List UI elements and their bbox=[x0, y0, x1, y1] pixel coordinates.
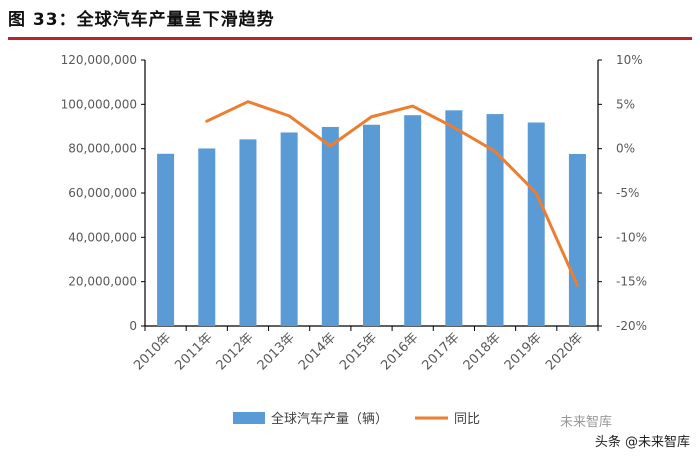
x-tick-label: 2016年 bbox=[378, 330, 421, 373]
x-tick-label: 2019年 bbox=[502, 330, 545, 373]
bar-2012年 bbox=[239, 139, 257, 326]
legend-label-bar: 全球汽车产量（辆） bbox=[271, 411, 388, 427]
bar-2017年 bbox=[445, 110, 463, 327]
bar-2014年 bbox=[321, 126, 339, 327]
y-left-tick-label: 100,000,000 bbox=[61, 97, 137, 111]
x-tick-label: 2017年 bbox=[419, 330, 462, 373]
legend-swatch-bar bbox=[233, 412, 265, 424]
y-left-tick-label: 120,000,000 bbox=[61, 53, 137, 67]
figure-title: 图 33：全球汽车产量呈下滑趋势 bbox=[8, 10, 275, 30]
y-left-tick-label: 20,000,000 bbox=[68, 275, 137, 289]
y-left-tick-label: 40,000,000 bbox=[68, 230, 137, 244]
watermark-logo: 未来智库 bbox=[559, 415, 612, 430]
y-left-tick-label: 0 bbox=[129, 319, 137, 333]
bar-2016年 bbox=[404, 115, 422, 326]
y-right-tick-label: 5% bbox=[616, 97, 635, 111]
y-right-tick-label: -15% bbox=[616, 275, 647, 289]
x-tick-label: 2015年 bbox=[337, 330, 380, 373]
x-tick-label: 2011年 bbox=[172, 330, 215, 373]
x-tick-label: 2014年 bbox=[296, 330, 339, 373]
bar-2011年 bbox=[198, 148, 216, 326]
y-right-tick-label: 0% bbox=[616, 142, 635, 156]
legend-label-line: 同比 bbox=[454, 412, 480, 427]
y-right-tick-label: -20% bbox=[616, 319, 647, 333]
y-right-tick-label: -5% bbox=[616, 186, 639, 200]
y-right-tick-label: -10% bbox=[616, 230, 647, 244]
bar-2015年 bbox=[363, 124, 380, 326]
line-series-yoy bbox=[205, 100, 579, 287]
plot-area: 0 20,000,000 40,000,000 60,000,000 80,000,00… bbox=[61, 53, 647, 373]
x-tick-label: 2010年 bbox=[131, 330, 174, 373]
x-tick-label: 2020年 bbox=[543, 330, 586, 373]
bar-2018年 bbox=[486, 114, 504, 326]
x-tick-label: 2013年 bbox=[255, 330, 298, 373]
y-right-tick-label: 10% bbox=[616, 53, 643, 67]
y-left-tick-label: 60,000,000 bbox=[68, 186, 137, 200]
watermark: 头条 @未来智库 bbox=[594, 435, 690, 450]
bar-2010年 bbox=[157, 153, 175, 326]
y-left-tick-label: 80,000,000 bbox=[68, 142, 137, 156]
title-rule bbox=[8, 37, 692, 40]
x-tick-label: 2012年 bbox=[214, 330, 257, 373]
x-tick-label: 2018年 bbox=[461, 330, 504, 373]
bar-2013年 bbox=[280, 132, 298, 326]
bar-2020年 bbox=[568, 153, 586, 326]
legend: 全球汽车产量（辆） 同比 bbox=[233, 411, 480, 427]
bar-2019年 bbox=[527, 122, 545, 326]
